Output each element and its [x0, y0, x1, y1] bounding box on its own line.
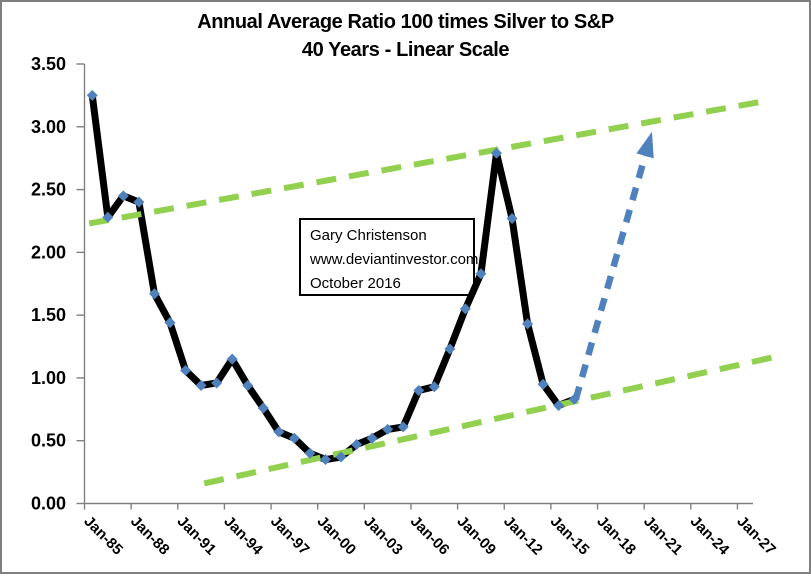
x-axis-label: Jan-21 — [640, 513, 686, 559]
data-point-marker — [226, 353, 238, 365]
x-axis-label: Jan-00 — [314, 513, 360, 559]
projection-arrow-line — [572, 149, 650, 401]
data-point-marker — [164, 317, 176, 329]
y-axis-label: 1.00 — [31, 368, 66, 388]
x-axis-label: Jan-09 — [454, 513, 500, 559]
data-point-marker — [522, 318, 534, 330]
data-point-marker — [475, 268, 487, 280]
data-point-marker — [506, 212, 518, 224]
chart-subtitle: 40 Years - Linear Scale — [301, 39, 510, 61]
data-point-marker — [86, 89, 98, 101]
x-axis-label: Jan-97 — [267, 513, 313, 559]
data-point-marker — [490, 147, 502, 159]
data-point-marker — [444, 343, 456, 355]
annotation-website: www.deviantinvestor.com — [310, 251, 479, 268]
y-axis-label: 0.00 — [31, 494, 66, 514]
lower-channel-trendline — [203, 353, 777, 487]
data-point-marker — [537, 378, 549, 390]
data-point-marker — [257, 402, 269, 414]
data-point-marker — [117, 190, 129, 202]
data-point-marker — [180, 364, 192, 376]
data-point-marker — [102, 211, 114, 223]
data-point-marker — [304, 447, 316, 459]
data-point-marker — [351, 438, 363, 450]
chart-title: Annual Average Ratio 100 times Silver to… — [197, 11, 614, 33]
data-point-marker — [133, 196, 145, 208]
data-point-marker — [195, 379, 207, 391]
data-point-marker — [319, 454, 331, 466]
x-axis-label: Jan-27 — [733, 513, 779, 559]
data-point-marker — [366, 432, 378, 444]
x-axis-label: Jan-18 — [593, 513, 639, 559]
data-point-marker — [397, 421, 409, 433]
annotation-date: October 2016 — [310, 275, 401, 292]
x-axis-label: Jan-85 — [80, 513, 126, 559]
data-point-marker — [413, 384, 425, 396]
data-point-marker — [211, 377, 223, 389]
data-point-marker — [553, 400, 565, 412]
x-axis-label: Jan-94 — [220, 513, 266, 559]
x-axis-label: Jan-15 — [547, 513, 593, 559]
upper-channel-trendline — [88, 97, 770, 227]
data-point-marker — [459, 303, 471, 315]
x-axis-label: Jan-24 — [687, 513, 733, 559]
x-axis-label: Jan-88 — [127, 513, 173, 559]
y-axis-label: 3.00 — [31, 117, 66, 137]
data-point-marker — [382, 423, 394, 435]
series-line — [88, 91, 578, 464]
y-axis-label: 1.50 — [31, 305, 66, 325]
y-axis-label: 3.50 — [31, 54, 66, 74]
data-point-marker — [273, 426, 285, 438]
data-point-marker — [288, 432, 300, 444]
y-axis-label: 0.50 — [31, 431, 66, 451]
x-axis-label: Jan-06 — [407, 513, 453, 559]
data-point-marker — [148, 288, 160, 300]
data-point-marker — [242, 379, 254, 391]
y-axis-label: 2.50 — [31, 180, 66, 200]
data-point-marker — [335, 451, 347, 463]
annotation-author: Gary Christenson — [310, 227, 427, 244]
x-axis-label: Jan-03 — [360, 513, 406, 559]
y-axis-label: 2.00 — [31, 242, 66, 262]
projection-arrowhead — [636, 131, 654, 159]
author-annotation-box: Gary Christenson www.deviantinvestor.com… — [299, 218, 479, 296]
data-point-marker — [428, 381, 440, 393]
x-axis-label: Jan-91 — [174, 513, 220, 559]
x-axis-label: Jan-12 — [500, 513, 546, 559]
